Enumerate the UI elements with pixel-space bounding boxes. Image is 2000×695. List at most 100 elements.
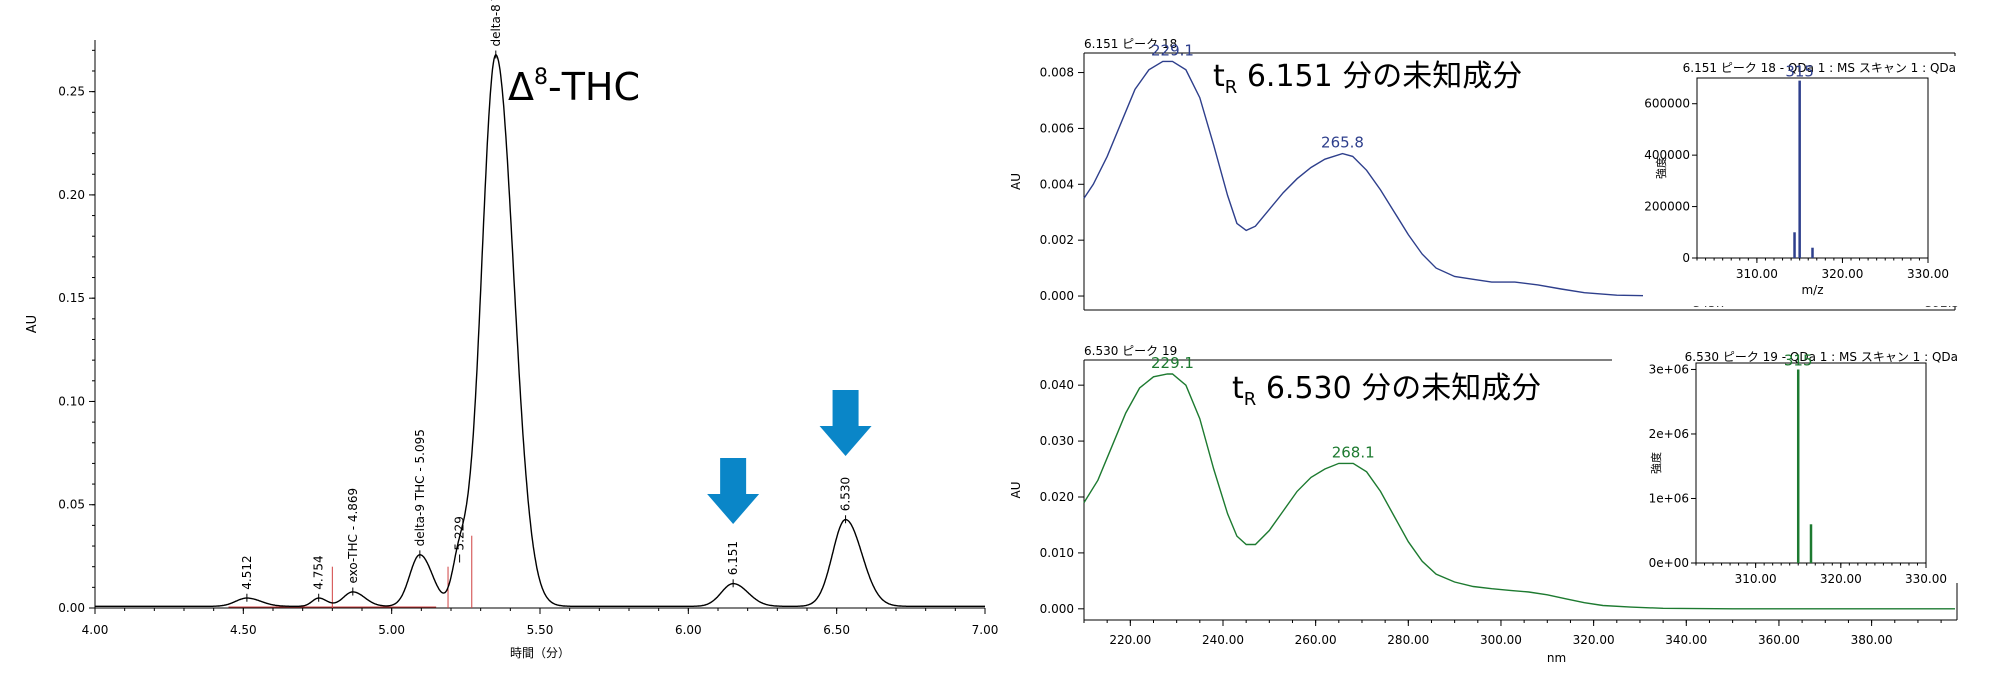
- y-tick-label: 0.008: [1040, 66, 1074, 80]
- spectrum-trace: [1083, 373, 1955, 610]
- x-axis-label: nm: [1547, 651, 1566, 665]
- y-tick-label: 0.05: [58, 498, 85, 512]
- arrow-head: [707, 494, 760, 524]
- inset-title: 6.530 ピーク 19 - QDa 1 : MS スキャン 1 : QDa: [1685, 350, 1958, 364]
- x-tick-label: 5.50: [527, 623, 554, 637]
- annotation-superscript: 8: [534, 65, 548, 90]
- y-tick-label: 0.004: [1040, 177, 1074, 191]
- inset-y-tick-label: 1e+06: [1649, 491, 1689, 505]
- x-tick-label: 4.50: [230, 623, 257, 637]
- peak-label: 5.229: [453, 516, 467, 550]
- spectrum-trace: [1083, 60, 1956, 298]
- unknown-component-annotation: tR 6.530 分の未知成分: [1232, 371, 1541, 410]
- y-tick-label: 0.002: [1040, 233, 1074, 247]
- annotation-tail: -THC: [548, 65, 640, 109]
- peak-wavelength-label: 268.1: [1332, 443, 1375, 461]
- x-tick-label: 220.00: [1109, 633, 1151, 647]
- x-tick-label: 380.00: [1851, 633, 1893, 647]
- inset-y-tick-label: 0: [1682, 251, 1690, 265]
- inset-x-axis-label: m/z: [1801, 283, 1823, 297]
- arrow-head: [819, 426, 872, 456]
- peak-label: 4.512: [240, 555, 254, 589]
- uv-spectrum-18-chart: 6.151 ピーク 18 0.000 0.002 0.004 0.006 0.008 AU 2…: [1000, 0, 2000, 335]
- x-axis-label: 時間（分）: [510, 646, 570, 660]
- chromatogram-trace: [95, 54, 985, 607]
- x-tick-label: 240.00: [1202, 633, 1244, 647]
- panel-title: 6.530 ピーク 19: [1084, 344, 1177, 358]
- uv-spectrum-19-chart: 6.530 ピーク 19 0.000 0.010 0.020 0.030 0.040 AU 2…: [1000, 335, 2000, 695]
- peak-arrow-icon: [707, 458, 760, 524]
- uv-spectrum-19-panel: 6.530 ピーク 19 0.000 0.010 0.020 0.030 0.040 AU 2…: [1000, 335, 2000, 695]
- inset-x-tick-label: 320.00: [1820, 572, 1862, 586]
- y-tick-label: 0.000: [1040, 289, 1074, 303]
- uv-spectrum-18-panel: 6.151 ピーク 18 0.000 0.002 0.004 0.006 0.008 AU 2…: [1000, 0, 2000, 335]
- inset-y-tick-label: 600000: [1644, 97, 1690, 111]
- y-tick-label: 0.020: [1040, 490, 1074, 504]
- annotation-tail: 6.530 分の未知成分: [1256, 371, 1541, 406]
- x-tick-label: 280.00: [1387, 633, 1429, 647]
- inset-y-axis-label: 強度: [1649, 452, 1663, 474]
- y-tick-label: 0.20: [58, 188, 85, 202]
- x-tick-label: 360.00: [1758, 633, 1800, 647]
- inset-x-tick-label: 330.00: [1905, 572, 1947, 586]
- peak-label: delta-9 THC - 5.095: [413, 429, 427, 546]
- inset-x-tick-label: 310.00: [1735, 572, 1777, 586]
- y-tick-label: 0.040: [1040, 378, 1074, 392]
- peak-label: delta-8 THC - 5.351: [489, 0, 503, 47]
- peak-wavelength-label: 229.1: [1151, 41, 1194, 59]
- arrow-shaft: [832, 390, 859, 426]
- annotation-tail: 6.151 分の未知成分: [1237, 59, 1522, 94]
- y-tick-label: 0.10: [58, 394, 85, 408]
- y-tick-label: 0.006: [1040, 121, 1074, 135]
- unknown-component-annotation: tR 6.151 分の未知成分: [1213, 59, 1522, 98]
- inset-y-tick-label: 0e+00: [1649, 556, 1689, 570]
- x-tick-label: 5.00: [378, 623, 405, 637]
- panel-title: 6.151 ピーク 18: [1084, 37, 1177, 51]
- x-tick-label: 300.00: [1480, 633, 1522, 647]
- peak-arrow-icon: [819, 390, 872, 456]
- annotation-main: Δ: [508, 65, 534, 109]
- x-tick-label: 320.00: [1573, 633, 1615, 647]
- annotation-subscript: R: [1225, 77, 1238, 98]
- inset-x-tick-label: 320.00: [1821, 267, 1863, 281]
- inset-x-tick-label: 310.00: [1736, 267, 1778, 281]
- delta8-thc-annotation: Δ8-THC: [508, 65, 640, 109]
- peak-label: 6.530: [839, 477, 853, 511]
- annotation-main: t: [1232, 371, 1244, 406]
- x-tick-label: 6.50: [823, 623, 850, 637]
- y-tick-label: 0.15: [58, 291, 85, 305]
- y-tick-label: 0.00: [58, 601, 85, 615]
- annotation-main: t: [1213, 59, 1225, 94]
- inset-y-axis-label: 強度: [1654, 157, 1668, 179]
- x-tick-label: 260.00: [1295, 633, 1337, 647]
- arrow-shaft: [720, 458, 747, 494]
- y-tick-label: 0.010: [1040, 546, 1074, 560]
- y-axis-label: AU: [25, 315, 40, 333]
- chart-background: [0, 0, 1000, 695]
- inset-y-tick-label: 400000: [1644, 148, 1690, 162]
- peak-wavelength-label: 265.8: [1321, 134, 1364, 152]
- x-tick-label: 4.00: [82, 623, 109, 637]
- peak-label: 6.151: [726, 541, 740, 575]
- base-peak-label: 315: [1784, 351, 1813, 369]
- y-axis-label: AU: [1009, 482, 1023, 499]
- x-tick-label: 6.00: [675, 623, 702, 637]
- inset-y-tick-label: 2e+06: [1649, 427, 1689, 441]
- y-axis-label: AU: [1009, 173, 1023, 190]
- x-tick-label: 7.00: [972, 623, 999, 637]
- inset-y-tick-label: 3e+06: [1649, 362, 1689, 376]
- inset-y-tick-label: 200000: [1644, 200, 1690, 214]
- inset-x-tick-label: 330.00: [1907, 267, 1949, 281]
- y-tick-label: 0.25: [58, 85, 85, 99]
- peak-label: exo-THC - 4.869: [346, 488, 360, 584]
- peak-wavelength-label: 229.1: [1151, 354, 1194, 372]
- y-tick-label: 0.000: [1040, 602, 1074, 616]
- inset-title: 6.151 ピーク 18 - QDa 1 : MS スキャン 1 : QDa: [1683, 61, 1956, 75]
- peak-label: 4.754: [312, 555, 326, 589]
- base-peak-label: 315: [1785, 63, 1814, 81]
- annotation-subscript: R: [1244, 389, 1257, 410]
- x-tick-label: 340.00: [1665, 633, 1707, 647]
- chromatogram-panel: 4.00 4.50 5.00 5.50 6.00 6.50 7.00 0.00 0.05 0.10…: [0, 0, 1000, 695]
- y-tick-label: 0.030: [1040, 434, 1074, 448]
- chromatogram-chart: 4.00 4.50 5.00 5.50 6.00 6.50 7.00 0.00 0.05 0.10…: [0, 0, 1000, 695]
